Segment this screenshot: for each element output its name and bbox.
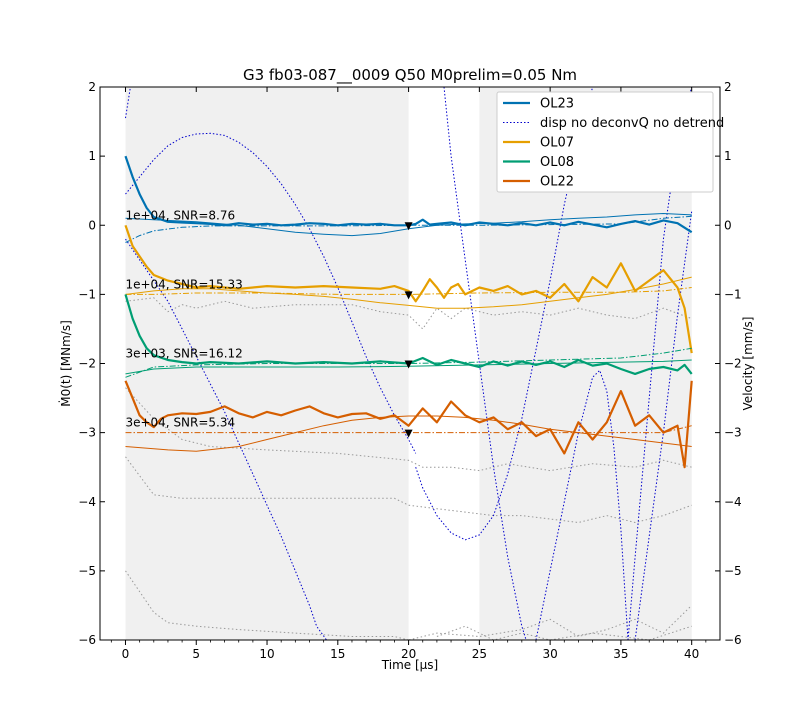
x-tick-label: 15 [330, 647, 345, 661]
chart-title: G3 fb03-087__0009 Q50 M0prelim=0.05 Nm [243, 66, 577, 85]
trace-annotations: 1e+04, SNR=8.76 1e+04, SNR=15.33 3e+03, SN… [125, 208, 413, 438]
y-tick-label-left: 1 [88, 149, 96, 163]
y-tick-label-left: −4 [78, 495, 96, 509]
y-axis-left: −6 −5 −4 −3 −2 −1 0 1 2 [78, 80, 105, 647]
disp-curve-4 [415, 87, 594, 541]
disp-curve-1 [125, 87, 131, 119]
y-tick-label-right: −6 [724, 633, 742, 647]
legend-box [496, 91, 714, 193]
x-tick-label: 30 [542, 647, 557, 661]
y-tick-label-right: −1 [724, 287, 742, 301]
y-tick-label-left: −5 [78, 564, 96, 578]
ol22-main-line [124, 380, 693, 469]
y-tick-label-left: −1 [78, 287, 96, 301]
y-axis-right: −6 −5 −4 −3 −2 −1 0 1 2 [715, 80, 742, 647]
y-tick-label-right: 0 [724, 218, 732, 232]
legend-label-1: OL23 [540, 97, 574, 112]
traces-layer [124, 155, 693, 469]
ol23-snr-label: 1e+04, SNR=8.76 [125, 208, 235, 222]
x-axis: 0 5 10 15 20 25 30 35 40 [110, 87, 707, 661]
x-tick-label: 40 [684, 647, 699, 661]
disp-curve-7 [627, 87, 693, 640]
ol22-thin-line [125, 415, 692, 452]
x-tick-label: 10 [259, 647, 274, 661]
legend-label-5: OL22 [540, 175, 574, 190]
ol07-onset-marker [404, 291, 413, 300]
x-tick-label: 20 [401, 647, 416, 661]
legend-label-3: OL07 [540, 136, 574, 151]
ol23-onset-marker [404, 222, 413, 231]
ol22-dashdot-line [125, 425, 692, 434]
ol08-onset-marker [404, 360, 413, 369]
y-tick-label-left: −6 [78, 633, 96, 647]
ol07-thin-line [125, 276, 692, 309]
gray-dotted-line-6 [436, 625, 692, 640]
x-tick-label: 35 [613, 647, 628, 661]
x-axis-label: Time [µs] [381, 658, 438, 672]
x-tick-label: 5 [192, 647, 200, 661]
y-axis-label-right: Velocity [mm/s] [741, 317, 755, 411]
disp-curve-3 [125, 238, 327, 640]
ol22-snr-label: 3e+04, SNR=5.34 [125, 416, 235, 430]
y-tick-label-left: −3 [78, 426, 96, 440]
disp-curve-5 [443, 87, 527, 640]
disp-curves-layer [125, 87, 693, 640]
gray-dotted-line-3 [125, 456, 692, 524]
y-tick-label-left: 0 [88, 218, 96, 232]
ol22-onset-marker [404, 429, 413, 438]
y-tick-label-right: −2 [724, 357, 742, 371]
ol07-snr-label: 1e+04, SNR=15.33 [125, 277, 242, 291]
y-tick-label-right: −3 [724, 426, 742, 440]
y-tick-label-right: 1 [724, 149, 732, 163]
legend: OL23 disp no deconvQ no detrend OL07 OL08 OL… [496, 91, 724, 193]
y-tick-label-right: −4 [724, 495, 742, 509]
gray-dotted-line-5 [125, 605, 693, 640]
x-tick-label: 25 [472, 647, 487, 661]
legend-entries: OL23 disp no deconvQ no detrend OL07 OL08 OL… [503, 97, 724, 190]
disp-curve-6 [535, 369, 629, 640]
legend-label-4: OL08 [540, 155, 574, 170]
y-tick-label-left: 2 [88, 80, 96, 94]
y-axis-label-left: Ṁ0(t) [MNm/s] [58, 320, 73, 407]
plot-area [124, 87, 693, 640]
y-tick-label-left: −2 [78, 357, 96, 371]
legend-label-2: disp no deconvQ no detrend [540, 116, 724, 131]
y-tick-label-right: 2 [724, 80, 732, 94]
ol08-snr-label: 3e+03, SNR=16.12 [125, 347, 242, 361]
ol08-main-line [124, 294, 693, 375]
x-tick-label: 0 [122, 647, 130, 661]
gray-dotted-layer [125, 297, 693, 640]
ol07-main-line [124, 224, 693, 354]
y-tick-label-right: −5 [724, 564, 742, 578]
